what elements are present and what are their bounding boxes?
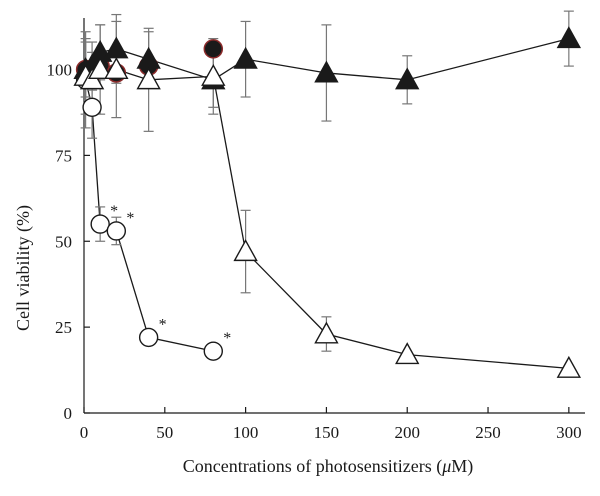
- series-1-line: [84, 79, 214, 352]
- data-point-filled-triangle: [395, 67, 420, 90]
- data-point-open-circle: [82, 97, 102, 118]
- x-tick-label: 0: [80, 423, 89, 442]
- x-tick-label: 300: [556, 423, 582, 442]
- significance-star: *: [159, 316, 167, 333]
- y-tick-label: 0: [64, 404, 73, 423]
- data-point-open-triangle: [233, 239, 258, 262]
- x-axis-title-prefix: Concentrations of photosensitizers (: [183, 456, 442, 477]
- significance-star: *: [223, 330, 231, 347]
- plot-area: 0 50 100 150 200 250 300 0 25 50 75 100 * * * *: [47, 10, 585, 442]
- significance-star: *: [110, 203, 118, 220]
- data-point-open-triangle: [87, 57, 113, 80]
- data-point-filled-triangle: [233, 46, 258, 69]
- y-tick-label: 25: [55, 318, 72, 337]
- data-point-open-circle: [138, 327, 159, 348]
- data-point-filled-triangle: [104, 36, 129, 59]
- x-tick-label: 50: [156, 423, 173, 442]
- significance-star: *: [126, 210, 134, 227]
- data-point-open-triangle: [104, 57, 129, 80]
- data-point-open-circle: [203, 341, 223, 361]
- data-point-open-triangle: [136, 67, 161, 90]
- x-tick-label: 150: [314, 423, 340, 442]
- x-tick-label: 250: [475, 423, 501, 442]
- data-point-open-triangle: [314, 321, 339, 344]
- data-point-open-circle: [90, 214, 110, 234]
- data-point-filled-circle: [203, 39, 224, 59]
- x-tick-label: 100: [233, 423, 259, 442]
- y-tick-label: 100: [47, 61, 73, 80]
- data-point-open-triangle: [556, 355, 582, 378]
- x-tick-label: 200: [394, 423, 420, 442]
- x-axis-title: Concentrations of photosensitizers (μM): [183, 456, 474, 477]
- x-axis-title-unit: μ: [441, 456, 451, 476]
- y-tick-label: 75: [55, 146, 72, 165]
- data-point-filled-triangle: [136, 46, 161, 69]
- data-point-open-triangle: [201, 63, 226, 86]
- x-axis-title-suffix: M): [451, 456, 473, 477]
- data-point-open-triangle: [395, 342, 420, 365]
- data-point-filled-triangle: [556, 26, 582, 49]
- y-axis-title: Cell viability (%): [13, 205, 34, 331]
- data-point-filled-triangle: [314, 60, 339, 83]
- data-point-open-circle: [106, 221, 127, 241]
- y-tick-label: 50: [55, 232, 72, 251]
